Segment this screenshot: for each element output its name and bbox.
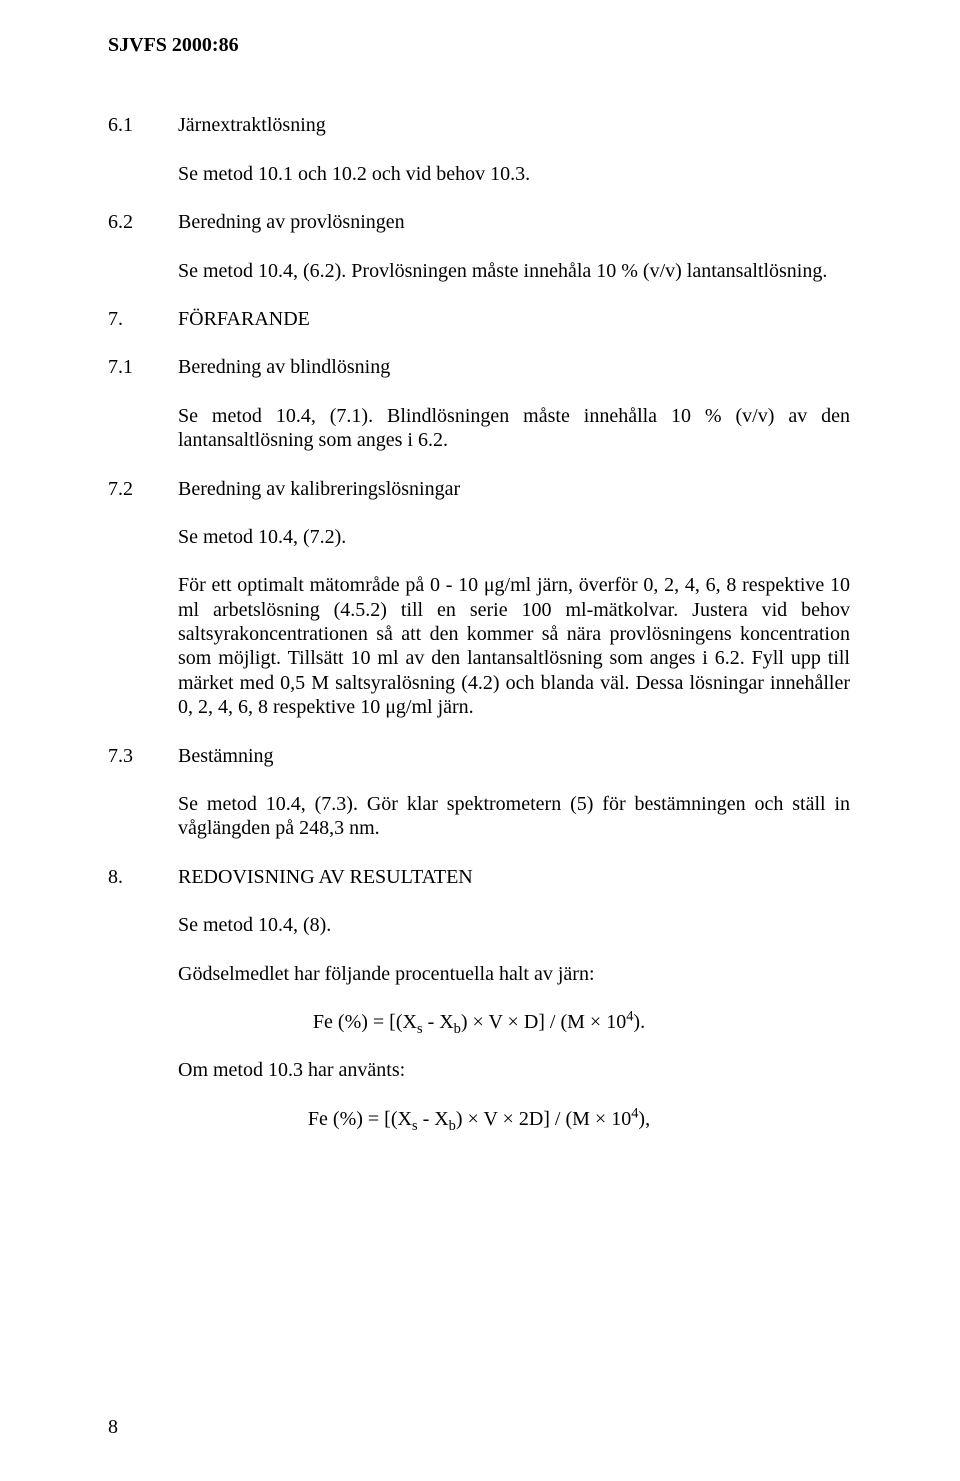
section-number: 7.3 — [108, 744, 178, 768]
section-heading: FÖRFARANDE — [178, 307, 850, 331]
section-7-1-body: Se metod 10.4, (7.1). Blindlösningen mås… — [178, 404, 850, 453]
formula-2: Fe (%) = [(Xs - Xb) × V × 2D] / (M × 104… — [108, 1107, 850, 1131]
section-heading: Beredning av provlösningen — [178, 210, 850, 234]
formula-text: Fe (%) = [(X — [308, 1108, 412, 1130]
section-6-1-body: Se metod 10.1 och 10.2 och vid behov 10.… — [178, 162, 850, 186]
section-6-2-body: Se metod 10.4, (6.2). Provlösningen måst… — [178, 259, 850, 283]
section-8-body-2: Gödselmedlet har följande procentuella h… — [178, 962, 850, 986]
section-7-2-heading-row: 7.2 Beredning av kalibreringslösningar — [108, 477, 850, 501]
formula-sub: b — [449, 1118, 456, 1134]
section-7-3-heading-row: 7.3 Bestämning — [108, 744, 850, 768]
section-number: 6.2 — [108, 210, 178, 234]
section-number: 8. — [108, 865, 178, 889]
section-7-heading-row: 7. FÖRFARANDE — [108, 307, 850, 331]
formula-text: ), — [638, 1108, 650, 1130]
formula-1: Fe (%) = [(Xs - Xb) × V × D] / (M × 104)… — [108, 1010, 850, 1034]
section-number: 7. — [108, 307, 178, 331]
section-heading: Beredning av blindlösning — [178, 355, 850, 379]
section-heading: Beredning av kalibreringslösningar — [178, 477, 850, 501]
section-number: 7.1 — [108, 355, 178, 379]
section-7-2-body-2: För ett optimalt mätområde på 0 - 10 μg/… — [178, 573, 850, 719]
page: SJVFS 2000:86 6.1 Järnextraktlösning Se … — [0, 0, 960, 1481]
section-number: 6.1 — [108, 113, 178, 137]
formula-text: - X — [418, 1108, 449, 1130]
section-8-body-3: Om metod 10.3 har använts: — [178, 1058, 850, 1082]
section-7-2-body-1: Se metod 10.4, (7.2). — [178, 525, 850, 549]
section-heading: REDOVISNING AV RESULTATEN — [178, 865, 850, 889]
formula-text: ). — [633, 1011, 645, 1033]
formula-text: Fe (%) = [(X — [313, 1011, 417, 1033]
section-heading: Järnextraktlösning — [178, 113, 850, 137]
section-7-1-heading-row: 7.1 Beredning av blindlösning — [108, 355, 850, 379]
formula-text: ) × V × D] / (M × 10 — [461, 1011, 626, 1033]
document-header: SJVFS 2000:86 — [108, 33, 850, 57]
section-8-body-1: Se metod 10.4, (8). — [178, 913, 850, 937]
section-8-heading-row: 8. REDOVISNING AV RESULTATEN — [108, 865, 850, 889]
section-heading: Bestämning — [178, 744, 850, 768]
section-number: 7.2 — [108, 477, 178, 501]
formula-text: - X — [423, 1011, 454, 1033]
section-6-2-heading-row: 6.2 Beredning av provlösningen — [108, 210, 850, 234]
formula-text: ) × V × 2D] / (M × 10 — [456, 1108, 631, 1130]
section-7-3-body: Se metod 10.4, (7.3). Gör klar spektrome… — [178, 792, 850, 841]
page-number: 8 — [108, 1415, 118, 1439]
section-6-1-heading-row: 6.1 Järnextraktlösning — [108, 113, 850, 137]
formula-sub: b — [454, 1021, 461, 1037]
